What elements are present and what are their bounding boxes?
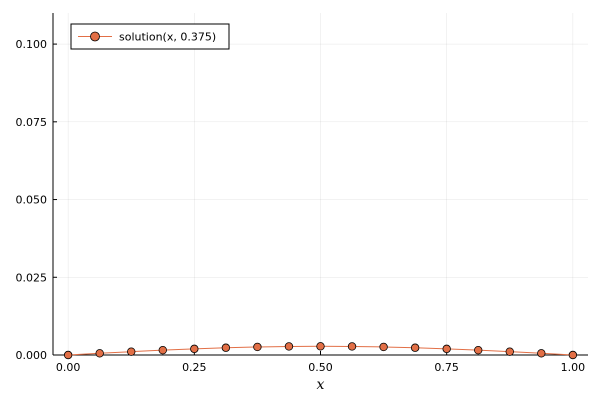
data-point-9 bbox=[347, 342, 357, 351]
data-point-4 bbox=[190, 344, 199, 354]
data-point-6 bbox=[253, 342, 262, 352]
legend-marker-swatch bbox=[90, 31, 100, 42]
legend-label: solution(x, 0.375) bbox=[119, 31, 216, 44]
series bbox=[63, 342, 578, 360]
y-tick-label-3: 0.075 bbox=[16, 116, 48, 129]
data-point-12 bbox=[442, 344, 451, 354]
x-tick-label-2: 0.50 bbox=[308, 361, 333, 374]
y-tick-label-1: 0.025 bbox=[16, 271, 48, 284]
data-point-16 bbox=[568, 350, 578, 360]
data-point-14 bbox=[505, 347, 514, 356]
legend: solution(x, 0.375) bbox=[70, 23, 230, 50]
x-tick-label-1: 0.25 bbox=[182, 361, 207, 374]
data-point-7 bbox=[284, 342, 294, 351]
y-tick-label-2: 0.050 bbox=[16, 194, 48, 207]
grid bbox=[53, 13, 588, 356]
data-point-8 bbox=[316, 342, 325, 351]
x-tick-label-0: 0.00 bbox=[56, 361, 81, 374]
y-tick-label-4: 0.100 bbox=[16, 38, 48, 51]
data-point-0 bbox=[63, 350, 73, 360]
x-tick-label-4: 1.00 bbox=[561, 361, 586, 374]
data-point-10 bbox=[379, 342, 388, 352]
x-tick-label-3: 0.75 bbox=[434, 361, 459, 374]
data-point-15 bbox=[537, 349, 546, 358]
x-axis-title: x bbox=[317, 377, 325, 393]
data-point-2 bbox=[127, 347, 136, 356]
data-point-1 bbox=[95, 349, 104, 358]
tick-labels: 0.00 0.25 0.50 0.75 1.00 0.000 0.025 0.050 0.075… bbox=[16, 38, 586, 374]
data-point-13 bbox=[474, 345, 483, 355]
data-point-3 bbox=[158, 345, 167, 355]
y-tick-label-0: 0.000 bbox=[16, 349, 48, 362]
data-point-11 bbox=[410, 343, 420, 352]
data-point-5 bbox=[221, 343, 231, 352]
